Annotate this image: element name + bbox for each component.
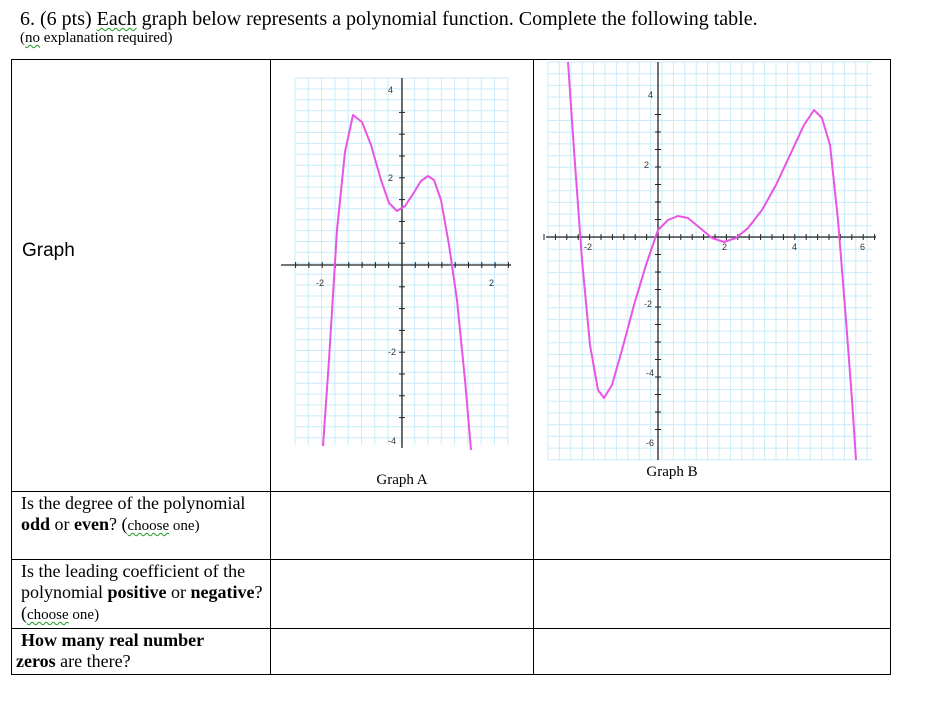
degree-answer-a[interactable]: [270, 491, 534, 560]
degree-q-even: even: [74, 514, 110, 534]
answer-table: Graph 4 2 -2 -4 -2 2 Graph A 4 2 -2 -4 -6 -2 2 4 6 Grap…: [11, 59, 891, 675]
degree-q-punct: ? (: [109, 514, 128, 534]
leading-coef-row: Is the leading coefficient of the polyno…: [11, 559, 891, 629]
lc-q-or: or: [166, 582, 191, 602]
graph-b: 4 2 -2 -4 -6 -2 2 4 6 Graph B: [543, 61, 876, 480]
lc-q-punct: ? (: [21, 582, 263, 623]
tick-label: 4: [792, 242, 797, 252]
graph-b-caption: Graph B: [646, 464, 697, 480]
lc-q-text: Is the leading coefficient of the polyno…: [21, 561, 246, 602]
title-rest: graph below represents a polynomial func…: [136, 8, 758, 30]
graph-row: Graph 4 2 -2 -4 -2 2 Graph A 4 2 -2 -4 -6 -2 2 4 6 Grap…: [11, 59, 891, 492]
graph-b-curve: [567, 61, 857, 461]
tick-label: 2: [489, 278, 494, 288]
degree-row: Is the degree of the polynomial odd or e…: [11, 491, 891, 560]
lc-q-choose: choose: [27, 607, 69, 623]
tick-label: -4: [388, 436, 396, 446]
degree-question: Is the degree of the polynomial odd or e…: [11, 491, 271, 560]
zeros-q-bold: How many real number: [21, 630, 205, 650]
tick-label: -2: [644, 299, 652, 309]
tick-label: 4: [388, 85, 393, 95]
tick-label: 2: [722, 242, 727, 252]
graph-a-cell: 4 2 -2 -4 -2 2 Graph A: [270, 59, 534, 492]
note-rest: explanation required): [40, 30, 173, 46]
zeros-q-text: are there?: [55, 651, 131, 671]
lc-q-negative: negative: [190, 582, 255, 602]
note-open: (: [20, 30, 25, 46]
graph-a-caption: Graph A: [376, 472, 427, 488]
degree-q-or: or: [50, 514, 75, 534]
tick-label: -2: [316, 278, 324, 288]
graph-a: 4 2 -2 -4 -2 2 Graph A: [281, 77, 511, 488]
question-title: 6. (6 pts) Each graph below represents a…: [20, 6, 758, 32]
degree-q-choose: choose: [127, 518, 170, 534]
note-spellcheck-word: no: [25, 30, 40, 46]
graph-b-cell: 4 2 -2 -4 -6 -2 2 4 6 Graph B: [533, 59, 891, 492]
title-prefix: 6. (6 pts): [20, 8, 97, 30]
lc-q-positive: positive: [107, 582, 167, 602]
zeros-answer-a[interactable]: [270, 628, 534, 675]
graph-row-label: Graph: [11, 59, 271, 492]
degree-q-odd: odd: [21, 514, 51, 534]
tick-label: 6: [860, 242, 865, 252]
zeros-question: How many real number zeros are there?: [11, 628, 271, 675]
tick-label: 4: [648, 90, 653, 100]
zeros-q-bold2: zeros: [16, 651, 56, 671]
tick-label: -2: [584, 242, 592, 252]
question-header: 6. (6 pts) Each graph below represents a…: [20, 6, 758, 46]
tick-label: 2: [388, 173, 393, 183]
tick-label: -6: [646, 438, 654, 448]
leading-coef-answer-a[interactable]: [270, 559, 534, 629]
zeros-answer-b[interactable]: [533, 628, 891, 675]
lc-q-one: one): [68, 607, 100, 623]
tick-label: -2: [388, 347, 396, 357]
graph-a-curve: [322, 114, 472, 451]
zeros-row: How many real number zeros are there?: [11, 628, 891, 675]
degree-answer-b[interactable]: [533, 491, 891, 560]
leading-coef-answer-b[interactable]: [533, 559, 891, 629]
tick-label: -4: [646, 368, 654, 378]
question-note: (no explanation required): [20, 30, 758, 46]
leading-coef-question: Is the leading coefficient of the polyno…: [11, 559, 271, 629]
graph-row-label-text: Graph: [22, 239, 75, 261]
tick-label: 2: [644, 160, 649, 170]
title-spellcheck-word: Each: [96, 8, 137, 30]
degree-q-one: one): [169, 518, 200, 534]
degree-q-text: Is the degree of the polynomial: [21, 493, 246, 513]
